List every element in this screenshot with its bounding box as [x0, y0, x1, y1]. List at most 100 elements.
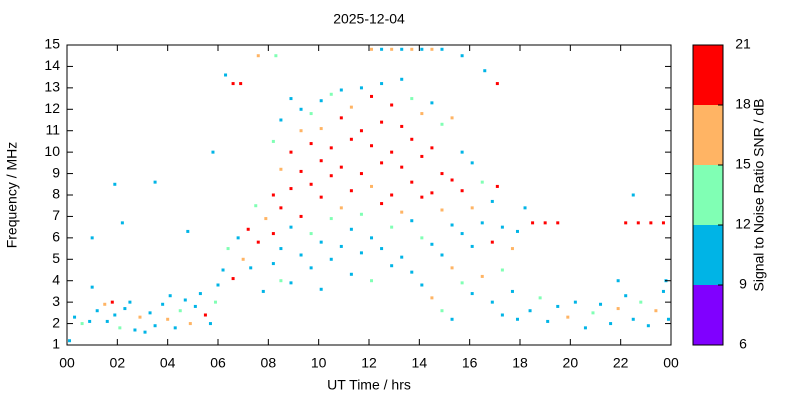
data-point	[380, 161, 384, 165]
data-point	[470, 244, 474, 248]
data-point	[241, 257, 245, 261]
data-point	[173, 326, 177, 330]
x-axis-label: UT Time / hrs	[327, 377, 411, 393]
data-point	[370, 184, 374, 188]
data-point	[495, 184, 499, 188]
data-point	[430, 47, 434, 51]
data-point	[349, 272, 353, 276]
data-point	[221, 268, 225, 272]
data-point	[440, 253, 444, 257]
data-point	[420, 47, 424, 51]
data-point	[256, 240, 260, 244]
data-point	[390, 47, 394, 51]
data-point	[236, 236, 240, 240]
data-point	[339, 206, 343, 210]
data-point	[410, 97, 414, 101]
data-point	[410, 180, 414, 184]
data-point	[256, 54, 260, 58]
data-point	[523, 206, 527, 210]
data-point	[319, 127, 323, 131]
data-point	[319, 195, 323, 199]
x-tick-label: 00	[663, 355, 679, 371]
data-point	[573, 300, 577, 304]
data-point	[254, 204, 258, 208]
data-point	[133, 328, 137, 332]
data-point	[161, 302, 165, 306]
data-point	[450, 266, 454, 270]
data-point	[68, 339, 72, 343]
data-point	[208, 322, 212, 326]
data-point	[400, 255, 404, 259]
data-point	[226, 247, 230, 251]
data-point	[188, 322, 192, 326]
data-point	[153, 324, 157, 328]
data-point	[483, 69, 487, 73]
data-point	[495, 82, 499, 86]
data-point	[329, 257, 333, 261]
data-point	[390, 103, 394, 107]
data-point	[528, 309, 532, 313]
data-point	[460, 232, 464, 236]
data-point	[400, 210, 404, 214]
data-point	[271, 139, 275, 143]
data-point	[631, 193, 635, 197]
data-point	[510, 247, 514, 251]
data-point	[299, 214, 303, 218]
data-point	[390, 225, 394, 229]
y-tick-label: 7	[52, 207, 60, 223]
data-point	[639, 300, 643, 304]
colorbar-tick-label: 9	[739, 276, 747, 292]
data-point	[309, 232, 313, 236]
y-tick-label: 8	[52, 186, 60, 202]
data-point	[319, 287, 323, 291]
data-point	[430, 242, 434, 246]
data-point	[510, 289, 514, 293]
data-point	[370, 47, 374, 51]
data-point	[329, 146, 333, 150]
colorbar-frame	[692, 44, 724, 346]
y-tick-label: 9	[52, 164, 60, 180]
data-point	[609, 322, 613, 326]
data-point	[289, 150, 293, 154]
data-point	[450, 223, 454, 227]
data-point	[480, 274, 484, 278]
data-point	[231, 82, 235, 86]
x-tick-label: 18	[512, 355, 528, 371]
colorbar-tick-label: 6	[739, 336, 747, 352]
colorbar-swatch	[693, 165, 723, 225]
data-point	[430, 101, 434, 105]
data-point	[289, 97, 293, 101]
data-point	[95, 309, 99, 313]
data-point	[390, 150, 394, 154]
data-point	[400, 77, 404, 81]
data-point	[599, 302, 603, 306]
data-point	[538, 296, 542, 300]
data-point	[279, 247, 283, 251]
data-point	[168, 294, 172, 298]
data-point	[400, 124, 404, 128]
data-point	[583, 326, 587, 330]
data-point	[246, 227, 250, 231]
y-tick-label: 3	[52, 293, 60, 309]
data-point	[249, 266, 253, 270]
colorbar-swatch	[693, 105, 723, 165]
data-point	[515, 229, 519, 233]
data-point	[271, 193, 275, 197]
y-tick-label: 10	[44, 143, 60, 159]
data-point	[339, 88, 343, 92]
data-point	[359, 172, 363, 176]
y-tick-label: 4	[52, 271, 60, 287]
data-point	[359, 251, 363, 255]
data-point	[440, 122, 444, 126]
y-axis-label: Frequency / MHz	[4, 142, 20, 249]
x-tick-label: 08	[261, 355, 277, 371]
data-point	[490, 300, 494, 304]
data-point	[430, 146, 434, 150]
data-point	[231, 277, 235, 281]
data-point	[309, 112, 313, 116]
data-point	[380, 247, 384, 251]
data-point	[661, 289, 665, 293]
data-point	[349, 105, 353, 109]
data-point	[261, 289, 265, 293]
y-tick-label: 5	[52, 250, 60, 266]
